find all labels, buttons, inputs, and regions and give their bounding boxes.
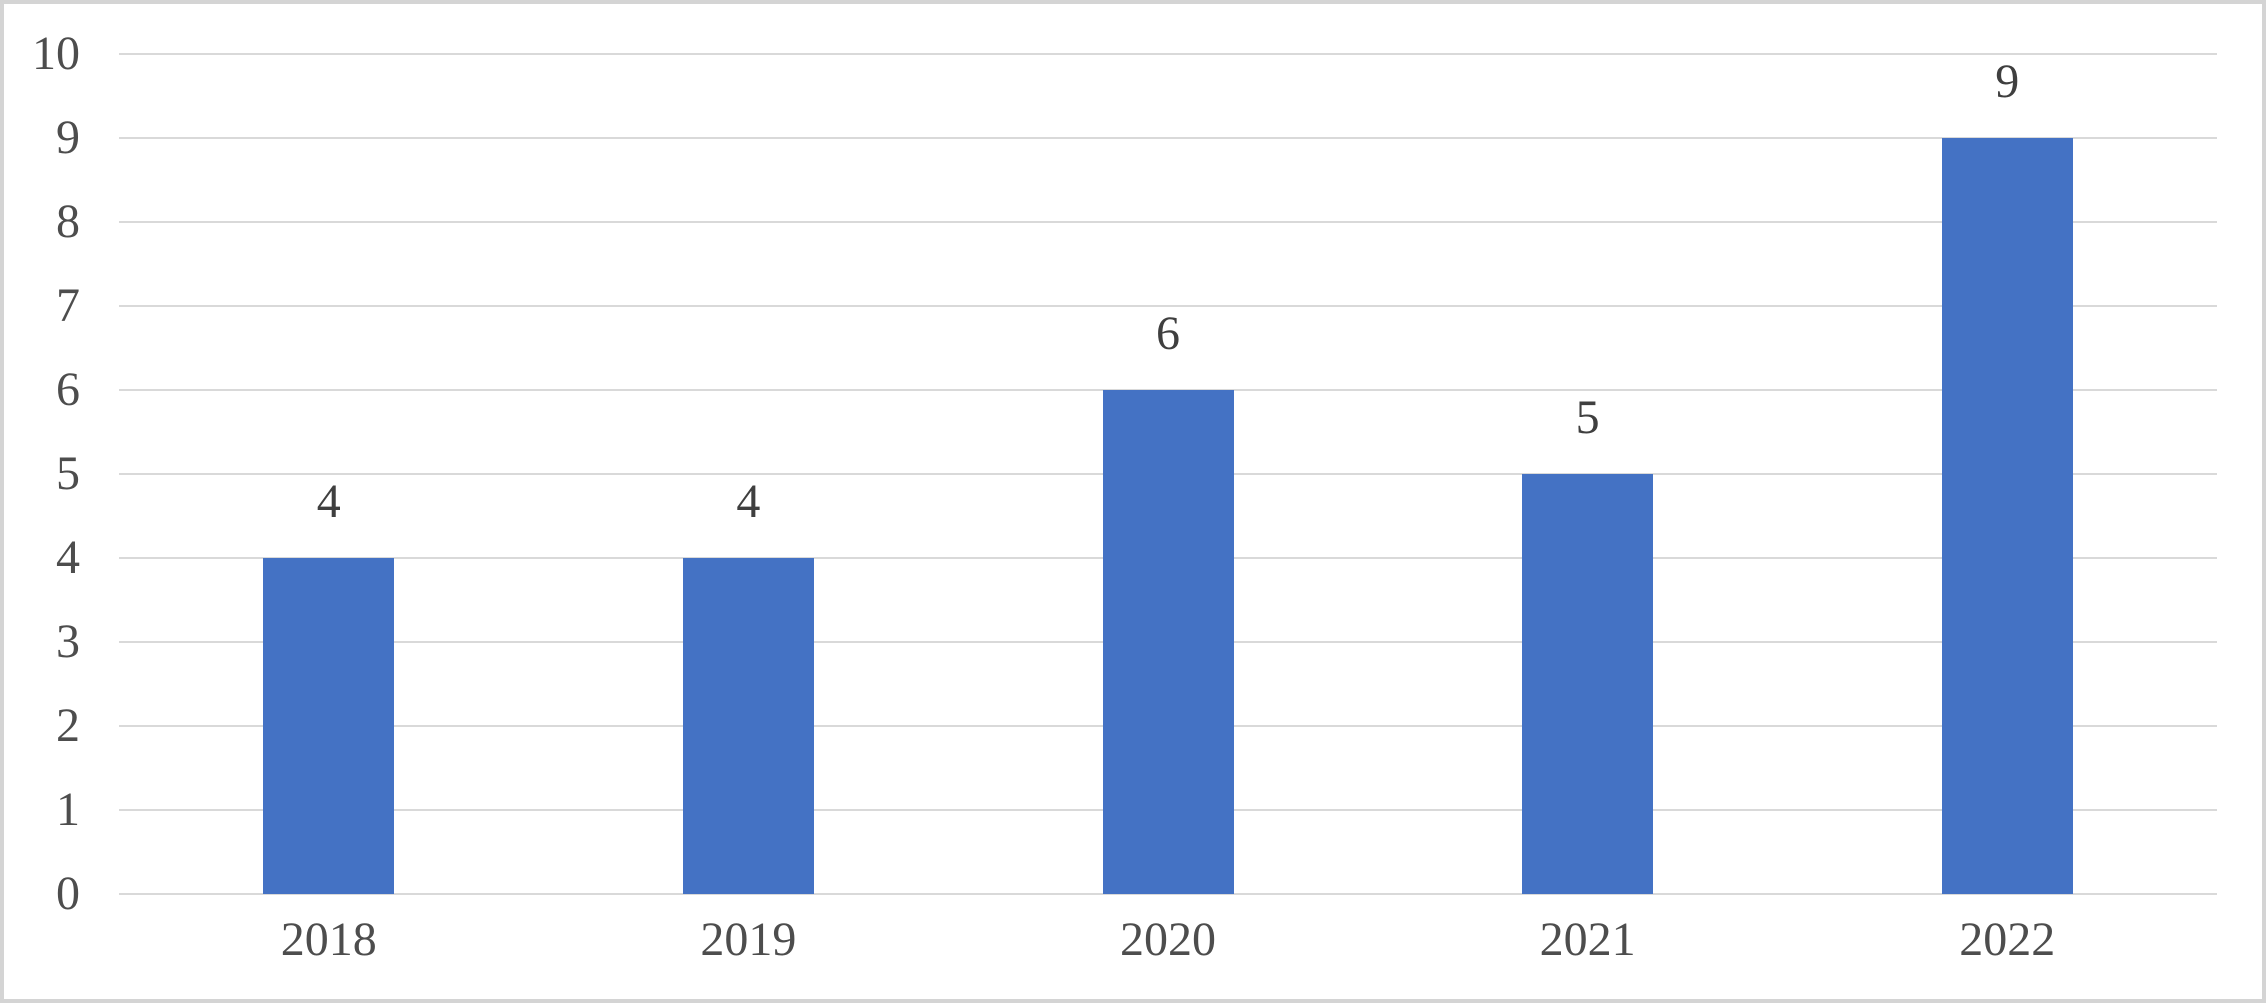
gridline xyxy=(119,137,2217,139)
x-tick-label: 2022 xyxy=(1959,913,2056,966)
bar-value-label: 4 xyxy=(736,475,761,528)
bar-2022 xyxy=(1941,138,2073,894)
y-tick-label: 8 xyxy=(56,195,80,248)
y-tick-label: 4 xyxy=(56,531,80,584)
bar-value-label: 5 xyxy=(1575,391,1600,444)
gridline xyxy=(119,221,2217,223)
bar-2020 xyxy=(1102,390,1234,894)
bar-value-label: 4 xyxy=(316,475,341,528)
bar-value-label: 6 xyxy=(1156,307,1180,360)
x-tick-label: 2021 xyxy=(1539,913,1636,966)
bar-2021 xyxy=(1522,474,1654,894)
gridline xyxy=(119,893,2217,895)
bar-2018 xyxy=(263,558,395,894)
bar-2019 xyxy=(682,558,814,894)
y-tick-label: 2 xyxy=(56,699,80,752)
y-tick-label: 1 xyxy=(56,783,80,836)
y-tick-label: 9 xyxy=(56,111,80,164)
x-tick-label: 2019 xyxy=(700,913,797,966)
y-tick-label: 3 xyxy=(56,615,80,668)
bar-chart: 0 1 2 3 4 5 6 7 8 9 10 4 4 6 5 9 2018 2019 2020 2021 2022 xyxy=(4,4,2262,999)
y-tick-label: 5 xyxy=(56,447,80,500)
gridline xyxy=(119,53,2217,55)
gridline xyxy=(119,305,2217,307)
y-tick-label: 7 xyxy=(56,279,80,332)
bar-value-label: 9 xyxy=(1995,55,2020,108)
x-tick-label: 2018 xyxy=(280,913,377,966)
y-tick-label: 10 xyxy=(32,27,80,80)
y-tick-label: 6 xyxy=(56,363,80,416)
y-tick-label: 0 xyxy=(56,867,80,920)
x-tick-label: 2020 xyxy=(1120,913,1216,966)
